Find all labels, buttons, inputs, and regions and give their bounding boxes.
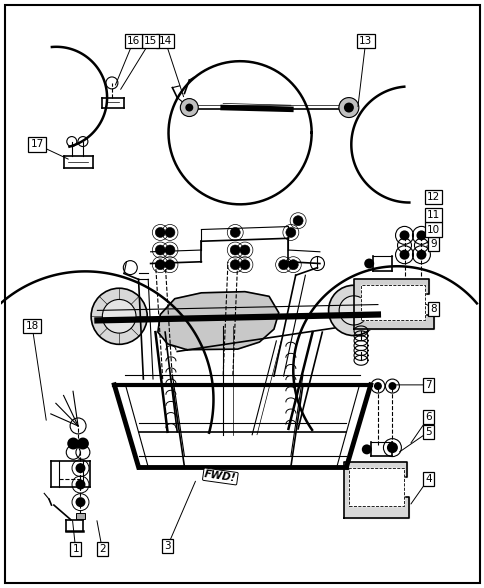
- Circle shape: [180, 99, 198, 116]
- Text: 18: 18: [26, 321, 39, 331]
- Text: FWD!: FWD!: [203, 469, 236, 483]
- Polygon shape: [353, 279, 433, 329]
- Circle shape: [278, 260, 288, 270]
- Circle shape: [230, 260, 240, 270]
- Circle shape: [155, 260, 165, 270]
- Circle shape: [76, 480, 85, 490]
- Text: 3: 3: [164, 541, 170, 551]
- Circle shape: [185, 103, 193, 112]
- Polygon shape: [348, 468, 403, 506]
- Circle shape: [76, 497, 85, 507]
- Circle shape: [67, 437, 79, 449]
- Polygon shape: [360, 285, 424, 320]
- Text: 14: 14: [158, 36, 171, 46]
- Circle shape: [399, 230, 408, 240]
- Text: 2: 2: [99, 544, 106, 554]
- Circle shape: [416, 230, 425, 240]
- Circle shape: [230, 245, 240, 255]
- FancyBboxPatch shape: [5, 5, 479, 583]
- Text: 6: 6: [424, 412, 431, 422]
- Circle shape: [165, 245, 175, 255]
- Circle shape: [338, 98, 358, 118]
- Text: 16: 16: [127, 36, 140, 46]
- Circle shape: [76, 463, 85, 473]
- Circle shape: [416, 250, 425, 260]
- Circle shape: [363, 259, 374, 269]
- Text: 12: 12: [426, 192, 439, 202]
- Circle shape: [285, 228, 295, 238]
- Circle shape: [292, 216, 302, 226]
- Circle shape: [343, 102, 353, 112]
- Polygon shape: [158, 292, 278, 350]
- Circle shape: [399, 250, 408, 260]
- Circle shape: [388, 382, 395, 390]
- Text: 15: 15: [144, 36, 157, 46]
- Circle shape: [155, 245, 165, 255]
- Circle shape: [240, 245, 249, 255]
- Text: 11: 11: [426, 210, 439, 220]
- Circle shape: [77, 437, 89, 449]
- Circle shape: [338, 296, 367, 325]
- Circle shape: [155, 228, 165, 238]
- Circle shape: [373, 382, 381, 390]
- Text: 8: 8: [429, 303, 436, 313]
- Circle shape: [328, 285, 378, 336]
- Circle shape: [165, 260, 175, 270]
- Circle shape: [230, 228, 240, 238]
- Text: 9: 9: [429, 239, 436, 249]
- Circle shape: [102, 299, 136, 333]
- Text: 5: 5: [424, 427, 431, 437]
- Text: 1: 1: [72, 544, 79, 554]
- Text: 7: 7: [424, 380, 431, 390]
- Circle shape: [361, 445, 371, 455]
- Text: 17: 17: [30, 139, 44, 149]
- FancyBboxPatch shape: [76, 513, 85, 519]
- Circle shape: [91, 288, 147, 345]
- Text: 10: 10: [426, 225, 439, 235]
- Polygon shape: [343, 462, 408, 518]
- Text: 4: 4: [424, 474, 431, 484]
- Circle shape: [165, 228, 175, 238]
- Circle shape: [386, 442, 397, 453]
- Circle shape: [240, 260, 249, 270]
- Text: 13: 13: [359, 36, 372, 46]
- Circle shape: [287, 260, 298, 270]
